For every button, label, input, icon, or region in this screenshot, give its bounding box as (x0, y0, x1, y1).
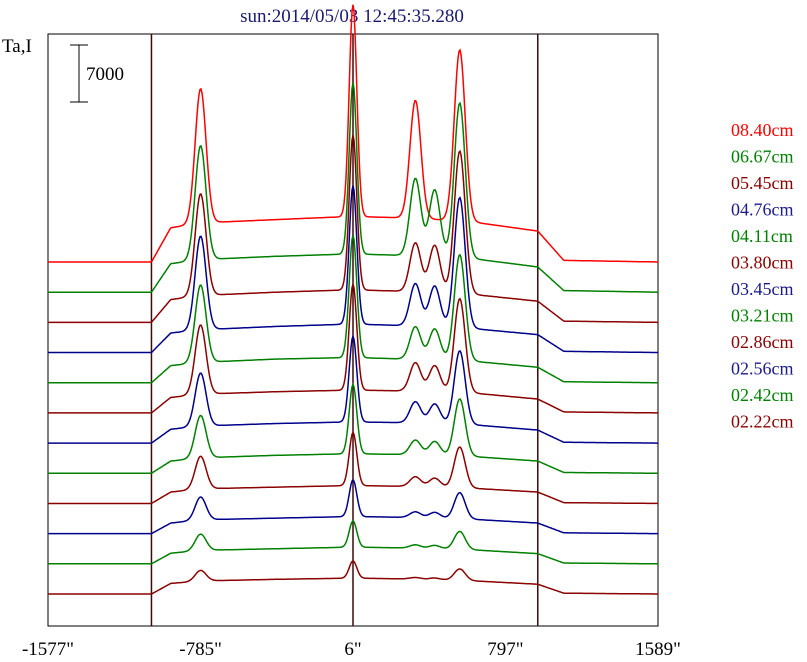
series-line-02.42cm (48, 520, 658, 565)
x-tick-label: 1589" (635, 639, 681, 660)
x-tick-label: 797" (487, 639, 523, 660)
legend-entry: 04.76cm (731, 200, 794, 220)
legend-entry: 03.21cm (731, 306, 794, 326)
series-line-03.21cm (48, 382, 658, 475)
legend-entry: 05.45cm (731, 173, 794, 193)
x-tick-label: 6" (344, 639, 361, 660)
legend-entry: 03.45cm (731, 279, 794, 299)
scale-bar: 7000 (70, 44, 124, 103)
legend-entry: 03.80cm (731, 253, 794, 273)
legend-entry: 02.42cm (731, 385, 794, 405)
series-group (48, 4, 659, 595)
legend-entry: 02.22cm (731, 412, 794, 432)
series-line-04.76cm (48, 185, 658, 354)
series-line-02.86cm (48, 431, 659, 505)
legend-entry: 08.40cm (731, 120, 794, 140)
series-line-03.80cm (48, 281, 658, 414)
legend: 08.40cm 06.67cm 05.45cm 04.76cm 04.11cm 03.80… (731, 120, 794, 432)
legend-entry: 02.56cm (731, 359, 794, 379)
series-line-06.67cm (48, 82, 658, 293)
series-line-04.11cm (48, 235, 658, 384)
series-line-02.22cm (48, 560, 658, 595)
series-line-08.40cm (48, 4, 658, 263)
x-tick-label: -1577" (22, 639, 74, 660)
scale-bar-label: 7000 (86, 64, 124, 85)
reference-lines (150, 34, 539, 626)
legend-entry: 06.67cm (731, 147, 794, 167)
legend-entry: 02.86cm (731, 332, 794, 352)
series-line-05.45cm (48, 134, 658, 324)
series-line-03.45cm (48, 334, 658, 444)
series-line-02.56cm (48, 478, 658, 535)
legend-entry: 04.11cm (731, 226, 793, 246)
x-tick-label: -785" (179, 639, 222, 660)
x-tick-labels: -1577" -785" 6" 797" 1589" (22, 639, 681, 660)
y-axis-label: Ta,I (2, 36, 32, 57)
